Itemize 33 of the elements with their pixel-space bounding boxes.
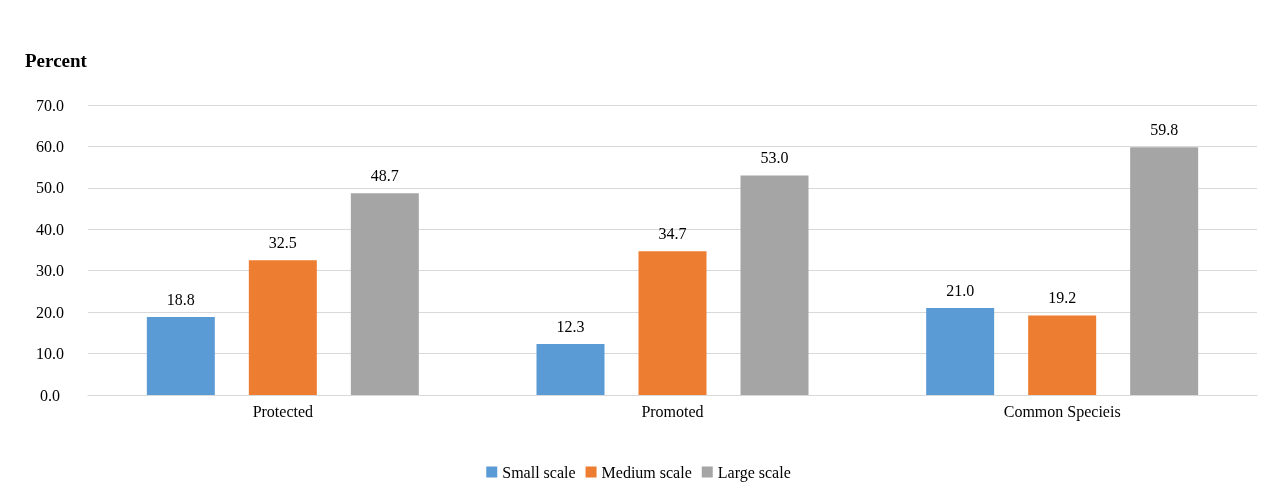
data-label: 21.0 xyxy=(946,281,975,299)
data-label: 53.0 xyxy=(760,148,789,166)
y-tick-label: 0.0 xyxy=(40,386,60,404)
bar xyxy=(1028,315,1097,395)
data-label: 12.3 xyxy=(556,317,585,335)
bar xyxy=(1130,147,1199,395)
legend-label: Large scale xyxy=(717,463,791,482)
bar xyxy=(536,344,605,395)
y-tick-label: 20.0 xyxy=(36,303,64,321)
bar xyxy=(248,260,317,395)
data-label: 48.7 xyxy=(370,166,399,184)
x-tick-label: Promoted xyxy=(641,402,704,420)
data-label: 19.2 xyxy=(1048,288,1077,306)
y-tick-label: 60.0 xyxy=(36,137,64,155)
x-tick-label: Common Specieis xyxy=(1003,402,1121,421)
y-tick-label: 40.0 xyxy=(36,220,64,238)
data-label: 59.8 xyxy=(1150,120,1179,138)
data-label: 34.7 xyxy=(658,224,687,242)
y-axis-title: Percent xyxy=(25,50,88,71)
x-tick-label: Protected xyxy=(252,402,314,420)
data-label: 32.5 xyxy=(268,233,297,251)
bar xyxy=(740,175,809,395)
y-tick-label: 10.0 xyxy=(36,345,64,363)
bar xyxy=(350,193,419,395)
y-tick-label: 70.0 xyxy=(36,96,64,114)
y-tick-label: 30.0 xyxy=(36,262,64,280)
y-tick-label: 50.0 xyxy=(36,179,64,197)
data-label: 18.8 xyxy=(166,290,195,308)
bar xyxy=(638,251,707,395)
legend-label: Medium scale xyxy=(601,463,692,481)
legend-label: Small scale xyxy=(502,463,576,481)
bar xyxy=(146,317,215,395)
bar xyxy=(926,308,995,395)
